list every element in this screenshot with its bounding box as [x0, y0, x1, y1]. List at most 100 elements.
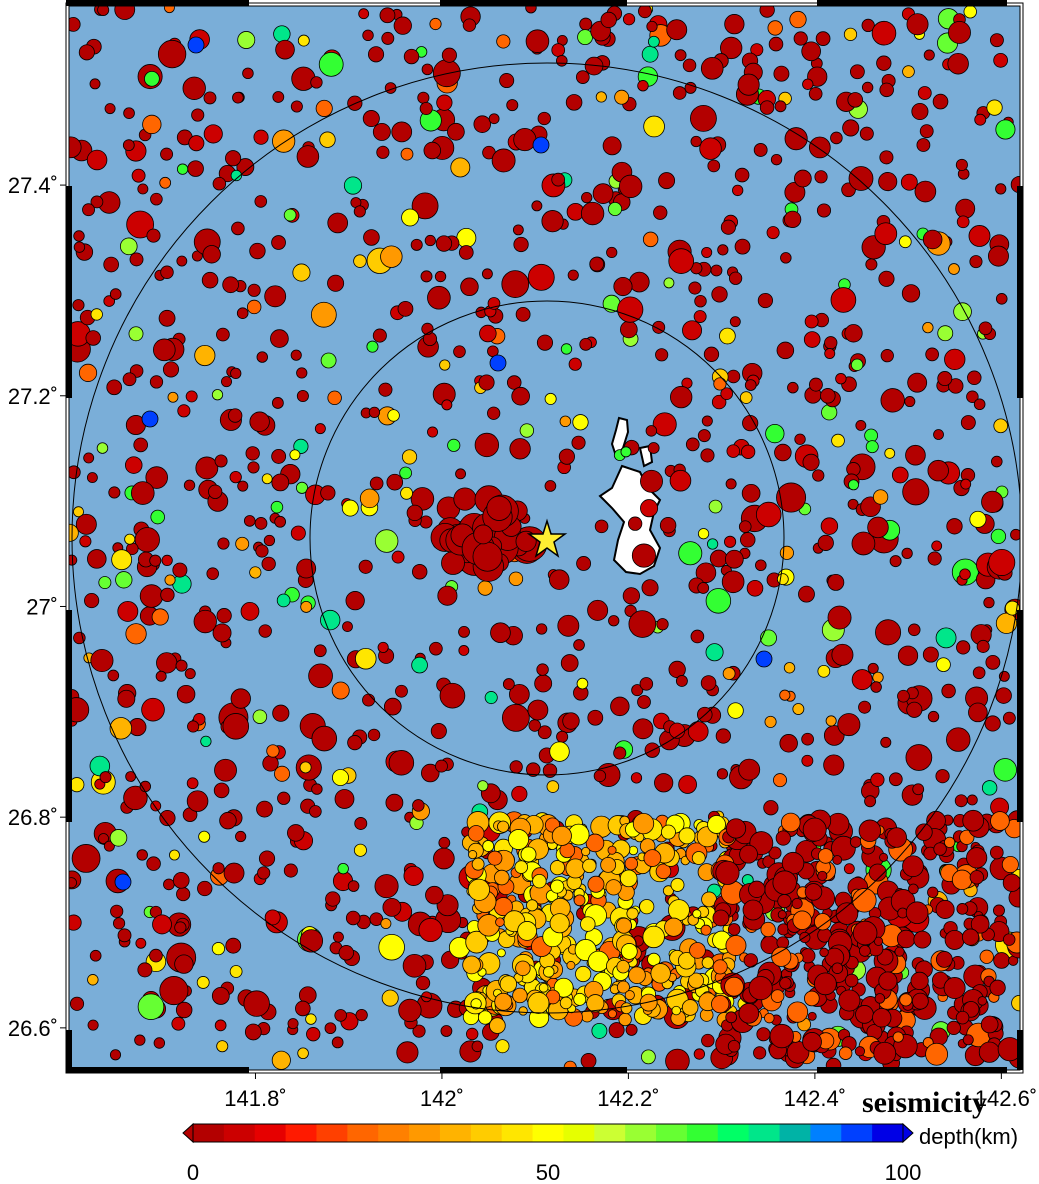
quake-marker: [243, 990, 270, 1017]
quake-marker: [620, 320, 638, 339]
quake-marker: [665, 1048, 690, 1070]
quake-marker: [252, 709, 268, 724]
quake-marker: [221, 376, 233, 388]
quake-marker: [519, 423, 535, 438]
quake-marker: [701, 1033, 715, 1048]
quake-marker: [876, 55, 892, 71]
quake-marker: [919, 124, 934, 139]
quake-marker: [501, 270, 530, 298]
quake-marker: [411, 656, 428, 674]
quake-marker: [741, 444, 756, 459]
quake-marker: [632, 812, 655, 835]
quake-marker: [892, 1031, 904, 1043]
quake-marker: [774, 443, 792, 462]
quake-marker: [995, 293, 1008, 305]
quake-marker: [544, 392, 557, 405]
quake-marker: [495, 1039, 510, 1054]
quake-marker: [240, 602, 260, 621]
quake-marker: [126, 210, 155, 239]
quake-marker: [844, 973, 859, 988]
quake-marker: [760, 921, 776, 938]
quake-marker: [295, 481, 309, 494]
quake-marker: [628, 610, 657, 638]
quake-marker: [639, 899, 655, 915]
quake-marker: [114, 873, 132, 891]
colorbar-segment: [656, 1124, 688, 1142]
quake-marker: [103, 256, 119, 273]
quake-marker: [89, 78, 101, 90]
quake-marker: [682, 320, 703, 341]
quake-marker: [947, 53, 969, 75]
quake-marker: [872, 489, 889, 505]
quake-marker: [948, 21, 971, 44]
quake-marker: [477, 914, 500, 937]
colorbar-segment: [254, 1124, 287, 1142]
quake-marker: [471, 857, 485, 871]
quake-marker: [86, 472, 98, 483]
quake-marker: [927, 886, 939, 898]
quake-marker: [905, 444, 926, 466]
quake-marker: [848, 479, 859, 491]
quake-marker: [518, 1006, 528, 1016]
quake-marker: [717, 244, 729, 256]
quake-marker: [624, 856, 639, 871]
quake-marker: [194, 344, 216, 367]
quake-marker: [889, 555, 902, 568]
quake-marker: [325, 891, 341, 907]
quake-marker: [700, 924, 712, 936]
quake-marker: [946, 727, 971, 752]
quake-marker: [628, 966, 646, 984]
quake-marker: [363, 229, 380, 246]
quake-marker: [886, 827, 907, 848]
quake-marker: [783, 210, 802, 228]
quake-marker: [995, 183, 1007, 195]
quake-marker: [527, 699, 549, 721]
quake-marker: [208, 484, 223, 499]
quake-marker: [868, 863, 887, 882]
quake-marker: [216, 1040, 229, 1053]
quake-marker: [814, 170, 828, 184]
quake-marker: [625, 1023, 638, 1036]
quake-marker: [477, 1010, 493, 1025]
colorbar-tick-labels: 0 50 100: [187, 1160, 921, 1184]
quake-marker: [175, 1001, 193, 1019]
quake-marker: [247, 283, 261, 297]
quake-marker: [176, 684, 196, 704]
quake-marker: [122, 139, 135, 152]
quake-marker: [874, 993, 886, 1004]
quake-marker: [995, 612, 1018, 634]
colorbar-segment: [409, 1124, 441, 1142]
quake-marker: [156, 652, 178, 674]
quake-marker: [693, 310, 707, 323]
quake-marker: [438, 836, 451, 849]
map-frame: [65, 0, 1024, 1074]
quake-marker: [639, 993, 658, 1012]
quake-marker: [690, 104, 717, 132]
quake-marker: [491, 148, 516, 173]
quake-marker: [991, 455, 1003, 468]
quake-marker: [907, 623, 921, 637]
quake-marker: [433, 847, 455, 870]
quake-marker: [141, 697, 165, 722]
quake-marker: [900, 173, 918, 191]
quake-marker: [720, 387, 734, 400]
quake-marker: [793, 31, 808, 46]
quake-marker: [835, 373, 847, 385]
quake-marker: [235, 536, 250, 551]
quake-marker: [494, 992, 513, 1011]
quake-marker: [237, 31, 256, 49]
quake-marker: [211, 987, 230, 1005]
quake-marker: [341, 499, 359, 517]
quake-marker: [668, 248, 695, 274]
quake-marker: [927, 710, 940, 723]
quake-marker: [913, 930, 932, 949]
quake-marker: [456, 227, 477, 248]
quake-marker: [843, 27, 858, 41]
quake-marker: [891, 466, 909, 484]
quake-marker: [535, 623, 548, 635]
quake-marker: [212, 176, 227, 191]
quake-marker: [739, 391, 753, 404]
quake-marker: [716, 768, 729, 780]
quake-marker: [212, 862, 225, 875]
quake-marker: [789, 10, 807, 29]
